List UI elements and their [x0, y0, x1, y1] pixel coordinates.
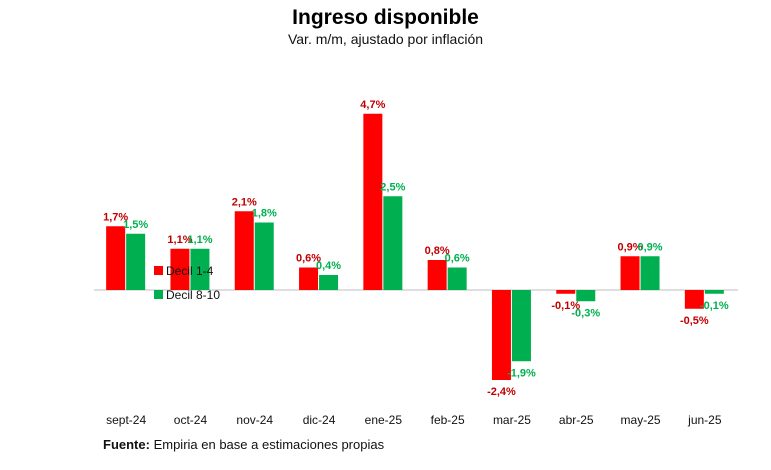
data-label-decil-1-4-dic-24: 0,6%: [296, 253, 321, 265]
x-tick-label-jun-25: jun-25: [687, 413, 722, 427]
chart-subtitle: Var. m/m, ajustado por inflación: [287, 31, 484, 47]
bar-decil-8-10-mar-25: [511, 290, 531, 362]
source-label: Fuente:: [103, 437, 150, 452]
data-label-decil-8-10-jun-25: -0,1%: [700, 300, 729, 312]
bar-decil-8-10-may-25: [640, 256, 660, 290]
bar-decil-1-4-ene-25: [363, 113, 383, 290]
source-note: Fuente: Empiria en base a estimaciones p…: [103, 437, 384, 452]
bar-decil-1-4-oct-24: [170, 248, 190, 290]
x-tick-label-ene-25: ene-25: [365, 413, 403, 427]
legend-label-decil-1-4: Decil 1-4: [166, 264, 214, 278]
legend-swatch-decil-1-4: [154, 266, 163, 275]
bar-decil-1-4-nov-24: [234, 211, 254, 290]
bar-decil-8-10-oct-24: [190, 248, 210, 290]
data-label-decil-1-4-sept-24: 1,7%: [103, 211, 128, 223]
data-label-decil-1-4-abr-25: -0,1%: [551, 300, 580, 312]
x-tick-label-feb-25: feb-25: [431, 413, 465, 427]
bar-decil-1-4-feb-25: [427, 260, 447, 290]
bar-decil-1-4-dic-24: [299, 267, 319, 290]
bar-decil-8-10-ene-25: [383, 196, 403, 290]
data-label-decil-1-4-may-25: 0,9%: [618, 241, 643, 253]
bar-decil-1-4-jun-25: [684, 290, 704, 309]
bar-decil-1-4-sept-24: [106, 226, 126, 290]
legend-swatch-decil-8-10: [154, 290, 163, 299]
data-label-decil-8-10-abr-25: -0,3%: [571, 307, 600, 319]
data-label-decil-1-4-nov-24: 2,1%: [232, 196, 257, 208]
data-label-decil-8-10-nov-24: 1,8%: [252, 208, 277, 220]
x-tick-label-sept-24: sept-24: [106, 413, 146, 427]
data-label-decil-1-4-feb-25: 0,8%: [425, 245, 450, 257]
data-label-decil-8-10-may-25: 0,9%: [638, 241, 663, 253]
bar-decil-8-10-dic-24: [319, 275, 339, 290]
x-tick-label-nov-24: nov-24: [236, 413, 273, 427]
bar-decil-1-4-abr-25: [556, 290, 576, 294]
data-label-decil-8-10-dic-24: 0,4%: [316, 260, 341, 272]
data-label-decil-8-10-oct-24: 1,1%: [187, 234, 212, 246]
data-label-decil-1-4-ene-25: 4,7%: [360, 99, 385, 111]
bar-decil-8-10-abr-25: [576, 290, 596, 302]
data-label-decil-8-10-feb-25: 0,6%: [445, 253, 470, 265]
bar-decil-8-10-nov-24: [254, 222, 274, 290]
bar-decil-8-10-feb-25: [447, 267, 467, 290]
chart-title: Ingreso disponible: [292, 6, 479, 29]
data-label-decil-1-4-jun-25: -0,5%: [680, 315, 709, 327]
data-label-decil-1-4-mar-25: -2,4%: [487, 386, 516, 398]
x-tick-label-abr-25: abr-25: [559, 413, 594, 427]
legend-label-decil-8-10: Decil 8-10: [166, 288, 220, 302]
x-tick-label-may-25: may-25: [621, 413, 661, 427]
x-tick-label-oct-24: oct-24: [174, 413, 208, 427]
x-tick-label-dic-24: dic-24: [303, 413, 336, 427]
data-label-decil-8-10-mar-25: -1,9%: [507, 367, 536, 379]
data-label-decil-1-4-oct-24: 1,1%: [167, 234, 192, 246]
bar-decil-1-4-may-25: [620, 256, 640, 290]
source-text: Empiria en base a estimaciones propias: [153, 437, 385, 452]
data-label-decil-8-10-ene-25: 2,5%: [380, 181, 405, 193]
bar-decil-8-10-jun-25: [704, 290, 724, 294]
bar-decil-8-10-sept-24: [126, 233, 146, 290]
data-label-decil-8-10-sept-24: 1,5%: [123, 219, 148, 231]
bar-decil-1-4-mar-25: [491, 290, 511, 380]
x-tick-label-mar-25: mar-25: [493, 413, 531, 427]
